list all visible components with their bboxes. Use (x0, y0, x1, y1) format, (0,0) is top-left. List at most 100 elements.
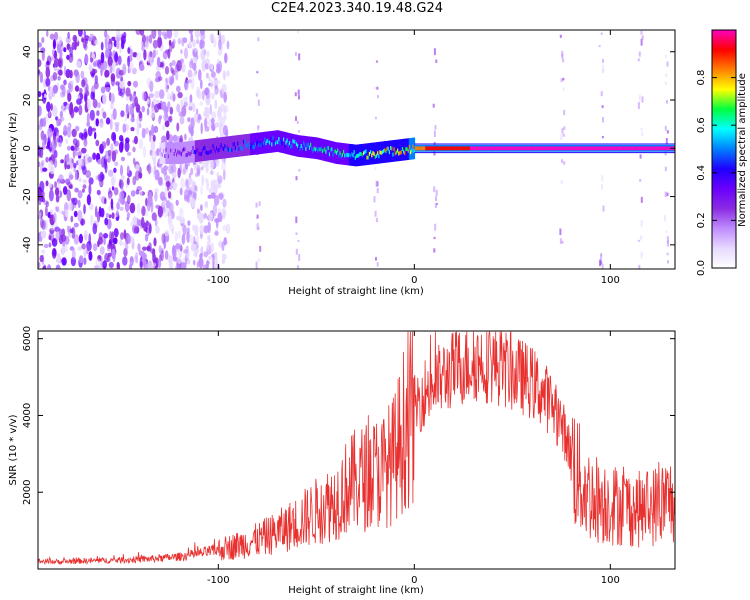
heatmap-cell (314, 147, 317, 152)
heatmap-cell (91, 72, 95, 78)
heatmap-cell (270, 137, 272, 141)
heatmap-cell (494, 146, 497, 151)
heatmap-cell (633, 146, 635, 151)
heatmap-cell (664, 191, 667, 197)
heatmap-cell (140, 189, 143, 197)
heatmap-cell (297, 240, 300, 243)
heatmap-cell (597, 146, 599, 151)
heatmap-cell (73, 234, 80, 245)
heatmap-cell (129, 202, 136, 214)
heatmap-cell (260, 143, 263, 147)
heatmap-cell (217, 48, 223, 56)
snr-x-tick-label: -100 (207, 575, 230, 586)
heatmap-cell (105, 48, 110, 59)
heatmap-cell (190, 167, 194, 176)
heatmap-cell (201, 47, 205, 56)
heatmap-cell (48, 189, 54, 202)
heatmap-cell (203, 146, 205, 151)
heatmap-cell (107, 43, 112, 50)
heatmap-cell (125, 95, 129, 101)
heatmap-cell (393, 147, 396, 152)
heatmap-cell (465, 146, 467, 151)
heatmap-cell (171, 245, 176, 257)
heatmap-cell (380, 151, 383, 155)
heatmap-cell (258, 201, 261, 207)
heatmap-cell (527, 146, 530, 151)
heatmap-cell (38, 70, 41, 75)
heatmap-cell (335, 150, 338, 155)
heatmap-cell (295, 142, 298, 147)
heatmap-cell (601, 68, 604, 73)
heatmap-cell (601, 105, 604, 109)
heatmap-cell (38, 59, 42, 68)
heatmap-cell (169, 224, 175, 231)
heatmap-cell (622, 146, 625, 151)
heatmap-cell (88, 251, 93, 261)
heatmap-cell (375, 60, 378, 63)
heatmap-cell (175, 72, 179, 81)
spectrogram-x-label: Height of straight line (km) (288, 286, 424, 297)
heatmap-cell (560, 78, 563, 83)
heatmap-cell (514, 146, 517, 151)
heatmap-cell (190, 77, 195, 90)
heatmap-cell (544, 146, 546, 151)
heatmap-cell (410, 138, 412, 160)
heatmap-cell (243, 139, 245, 144)
heatmap-cell (196, 91, 203, 100)
heatmap-cell (540, 146, 543, 151)
heatmap-cell (55, 264, 61, 269)
heatmap-cell (120, 138, 124, 150)
heatmap-cell (88, 183, 92, 196)
spectrogram-y-tick-label: 0 (22, 145, 33, 151)
heatmap-cell (635, 146, 638, 151)
heatmap-cell (100, 41, 104, 51)
heatmap-cell (66, 225, 70, 233)
heatmap-cell (88, 65, 93, 72)
colorbar-ticks: 0.0 0.2 0.4 0.6 0.8 (696, 70, 736, 276)
heatmap-cell (211, 149, 213, 153)
heatmap-cell (564, 146, 566, 151)
heatmap-cell (61, 245, 65, 256)
heatmap-cell (620, 146, 623, 151)
heatmap-cell (274, 141, 277, 146)
heatmap-cell (561, 159, 564, 164)
heatmap-cell (640, 251, 643, 259)
heatmap-cell (184, 163, 188, 170)
heatmap-cell (263, 141, 265, 146)
heatmap-cell (181, 148, 184, 153)
heatmap-cell (618, 146, 620, 151)
heatmap-cell (244, 139, 246, 144)
heatmap-cell (74, 187, 79, 193)
heatmap-cell (452, 146, 454, 151)
heatmap-cell (177, 256, 182, 264)
heatmap-cell (227, 147, 230, 152)
colorbar-tick-label: 0.4 (696, 165, 707, 181)
heatmap-cell (179, 137, 183, 143)
heatmap-cell (54, 31, 59, 41)
heatmap-cell (602, 64, 605, 68)
heatmap-cell (535, 146, 538, 151)
heatmap-cell (121, 39, 125, 50)
snr-frame (37, 330, 676, 570)
heatmap-cell (186, 141, 189, 163)
heatmap-cell (466, 146, 469, 151)
heatmap-cell (563, 161, 566, 165)
heatmap-cell (638, 264, 641, 269)
heatmap-cell (177, 91, 183, 99)
heatmap-cell (665, 138, 668, 145)
heatmap-cell (164, 120, 170, 128)
heatmap-cell (373, 152, 376, 157)
heatmap-cell (213, 147, 216, 152)
heatmap-cell (468, 146, 471, 151)
heatmap-cell (421, 146, 424, 151)
heatmap-cell (661, 146, 664, 151)
heatmap-cell (66, 43, 71, 50)
heatmap-cell (69, 101, 74, 113)
heatmap-cell (129, 256, 134, 267)
heatmap-cell (194, 224, 199, 236)
heatmap-cell (86, 194, 91, 206)
heatmap-cell (194, 150, 197, 155)
heatmap-cell (41, 37, 45, 44)
heatmap-cell (340, 154, 343, 159)
heatmap-cell (639, 179, 642, 182)
